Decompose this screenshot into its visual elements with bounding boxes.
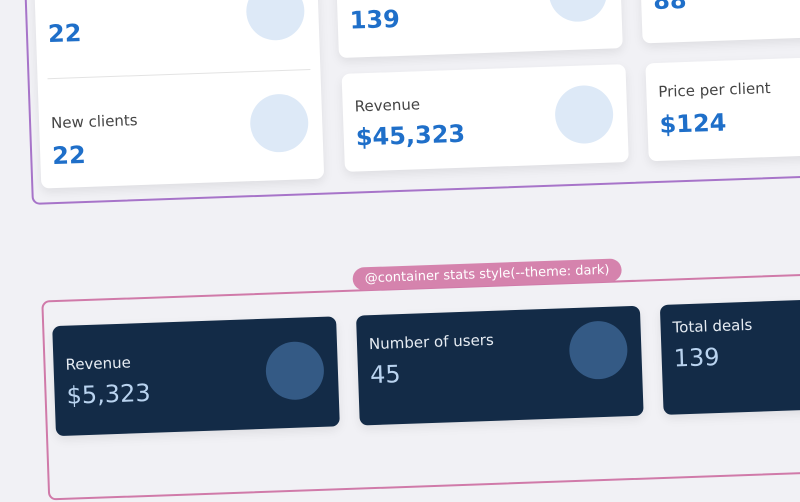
stat-card-deals: 139 xyxy=(336,0,623,59)
dark-stat-card-deals: Total deals 139 xyxy=(659,298,800,415)
stat-label: Number of users xyxy=(368,330,495,354)
stat-value: $5,323 xyxy=(66,378,152,410)
stat-card-top-right: 88 xyxy=(639,0,800,44)
stat-card-clients: 22 New clients 22 xyxy=(34,0,325,189)
dark-stat-card-revenue: Revenue $5,323 xyxy=(52,316,340,437)
stat-icon-circle xyxy=(264,340,325,401)
stat-value: 88 xyxy=(652,0,688,16)
stage: 22 New clients 22 139 Revenue $45,323 88… xyxy=(23,0,800,501)
stat-icon-circle xyxy=(249,93,310,154)
stat-label: Revenue xyxy=(65,353,132,374)
stat-icon-circle xyxy=(245,0,306,42)
divider xyxy=(47,69,311,80)
stat-value: 139 xyxy=(349,4,401,35)
stat-value: 22 xyxy=(51,140,87,171)
stat-icon-circle xyxy=(568,320,629,381)
stat-label: New clients xyxy=(50,111,138,133)
stat-value: 139 xyxy=(673,342,720,373)
dark-stat-card-users: Number of users 45 xyxy=(356,305,644,426)
stat-icon-circle xyxy=(547,0,608,23)
stat-value: $45,323 xyxy=(355,119,466,152)
stat-value: 22 xyxy=(47,19,82,49)
stat-card-price-per-client: Price per client $124 xyxy=(645,56,800,162)
stat-label: Price per client xyxy=(658,79,771,101)
stat-label: Total deals xyxy=(672,315,753,337)
stat-card-revenue: Revenue $45,323 xyxy=(341,64,629,172)
stat-value: $124 xyxy=(659,108,727,139)
stat-icon-circle xyxy=(554,84,615,145)
stat-label: Revenue xyxy=(354,95,421,116)
stat-value: 45 xyxy=(369,360,402,390)
